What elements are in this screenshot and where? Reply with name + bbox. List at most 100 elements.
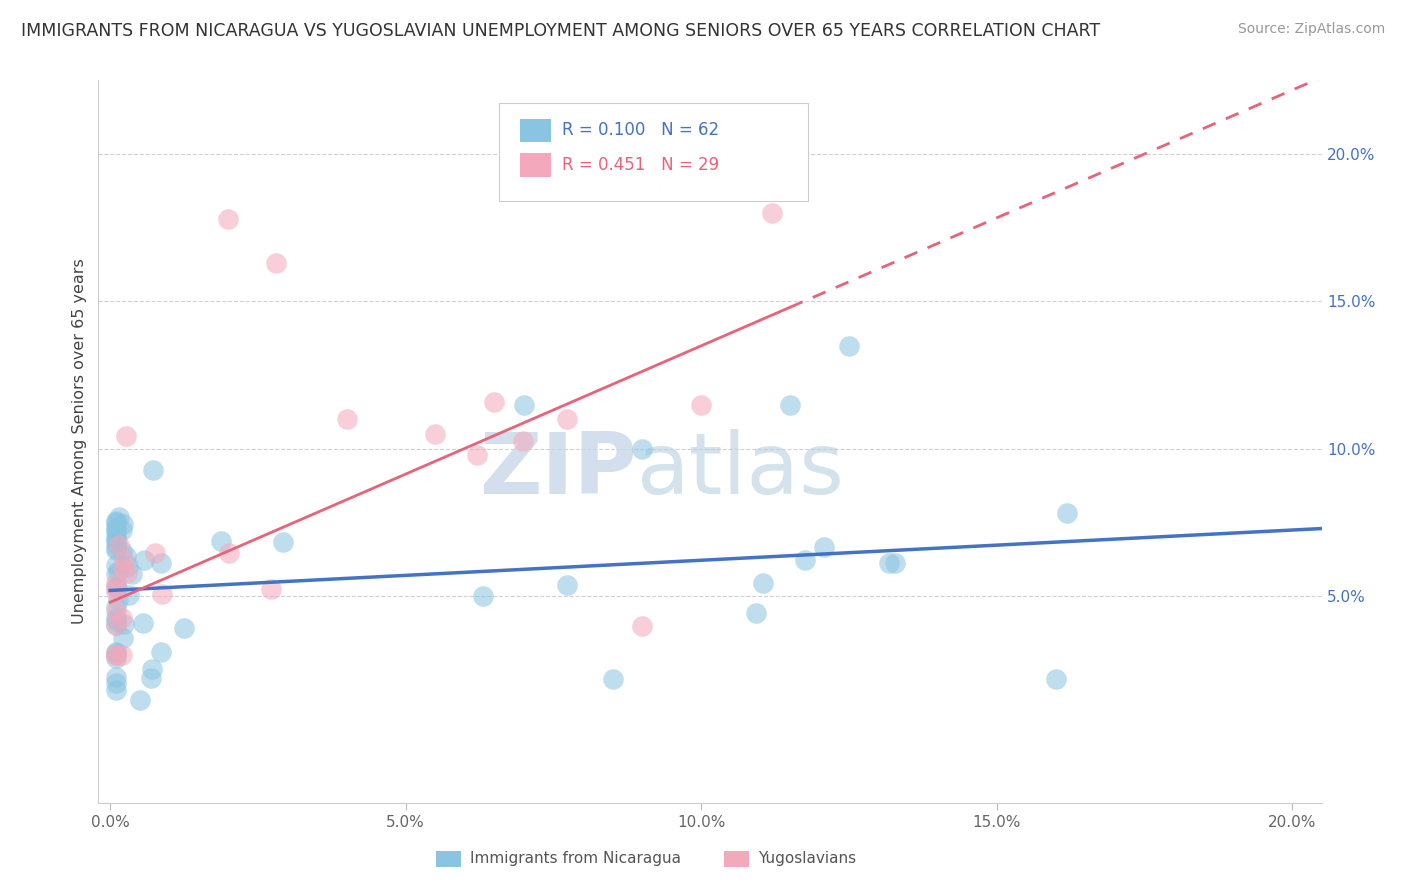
Point	[271, 535, 294, 549]
Point	[512, 434, 534, 449]
Point	[105, 648, 128, 663]
Text: Yugoslavians: Yugoslavians	[758, 852, 856, 866]
Point	[115, 566, 138, 580]
Point	[105, 524, 128, 538]
Point	[105, 535, 128, 549]
Point	[264, 256, 287, 270]
Point	[132, 615, 155, 630]
Text: R = 0.451   N = 29: R = 0.451 N = 29	[562, 156, 720, 174]
Point	[105, 533, 128, 547]
Point	[218, 547, 240, 561]
Point	[752, 575, 775, 590]
Point	[217, 211, 239, 226]
Point	[209, 534, 232, 549]
Point	[112, 552, 135, 566]
Point	[111, 648, 134, 663]
Point	[105, 669, 128, 683]
Point	[779, 398, 801, 412]
Point	[1056, 507, 1078, 521]
Point	[465, 448, 488, 462]
Point	[111, 561, 134, 575]
Point	[105, 611, 128, 625]
Point	[121, 567, 143, 582]
Point	[877, 556, 900, 570]
Point	[761, 206, 783, 220]
Point	[105, 651, 128, 665]
Point	[602, 672, 624, 686]
Y-axis label: Unemployment Among Seniors over 65 years: Unemployment Among Seniors over 65 years	[72, 259, 87, 624]
Point	[793, 552, 815, 566]
Point	[105, 516, 128, 530]
Point	[105, 617, 128, 632]
Point	[105, 524, 128, 539]
Point	[107, 538, 129, 552]
Point	[105, 566, 128, 581]
Point	[105, 581, 128, 595]
Point	[513, 398, 536, 412]
Point	[105, 645, 128, 659]
Point	[105, 683, 128, 698]
Point	[141, 662, 163, 676]
Point	[105, 541, 128, 555]
Point	[114, 549, 136, 563]
Point	[117, 559, 139, 574]
Point	[105, 531, 128, 545]
Point	[139, 671, 162, 685]
Point	[128, 692, 150, 706]
Point	[105, 604, 128, 618]
Point	[105, 585, 128, 599]
Point	[557, 411, 579, 425]
Point	[105, 648, 128, 663]
Point	[336, 412, 359, 426]
Point	[105, 646, 128, 660]
Point	[117, 587, 139, 601]
Point	[631, 442, 654, 456]
Point	[105, 617, 128, 632]
Point	[150, 586, 173, 600]
Point	[813, 541, 835, 555]
Point	[143, 546, 166, 560]
Point	[111, 544, 134, 558]
Text: Source: ZipAtlas.com: Source: ZipAtlas.com	[1237, 22, 1385, 37]
Point	[105, 514, 128, 528]
Point	[173, 621, 195, 635]
Point	[1045, 672, 1067, 686]
Point	[105, 614, 128, 628]
Text: atlas: atlas	[637, 429, 845, 512]
Point	[112, 516, 135, 531]
Point	[114, 429, 136, 443]
Point	[105, 543, 128, 558]
Point	[105, 599, 128, 614]
Point	[557, 577, 579, 591]
Point	[105, 575, 128, 590]
Point	[631, 619, 654, 633]
Point	[149, 645, 172, 659]
Point	[132, 552, 155, 566]
Point	[111, 611, 134, 625]
Point	[484, 394, 506, 409]
Point	[108, 509, 131, 524]
Point	[112, 631, 135, 645]
Point	[745, 606, 768, 620]
Point	[105, 675, 128, 690]
Text: R = 0.100   N = 62: R = 0.100 N = 62	[562, 121, 720, 139]
Point	[884, 556, 907, 570]
Point	[260, 582, 283, 597]
Point	[105, 579, 128, 593]
Point	[105, 581, 128, 595]
Point	[142, 463, 165, 477]
Point	[111, 524, 134, 538]
Point	[105, 520, 128, 534]
Text: IMMIGRANTS FROM NICARAGUA VS YUGOSLAVIAN UNEMPLOYMENT AMONG SENIORS OVER 65 YEAR: IMMIGRANTS FROM NICARAGUA VS YUGOSLAVIAN…	[21, 22, 1101, 40]
Text: Immigrants from Nicaragua: Immigrants from Nicaragua	[470, 852, 681, 866]
Point	[107, 564, 129, 578]
Point	[425, 427, 447, 442]
Point	[472, 590, 495, 604]
Point	[112, 617, 135, 632]
Point	[105, 558, 128, 573]
Point	[107, 593, 129, 607]
Point	[150, 557, 173, 571]
Point	[838, 339, 860, 353]
Text: ZIP: ZIP	[479, 429, 637, 512]
Point	[690, 398, 713, 412]
